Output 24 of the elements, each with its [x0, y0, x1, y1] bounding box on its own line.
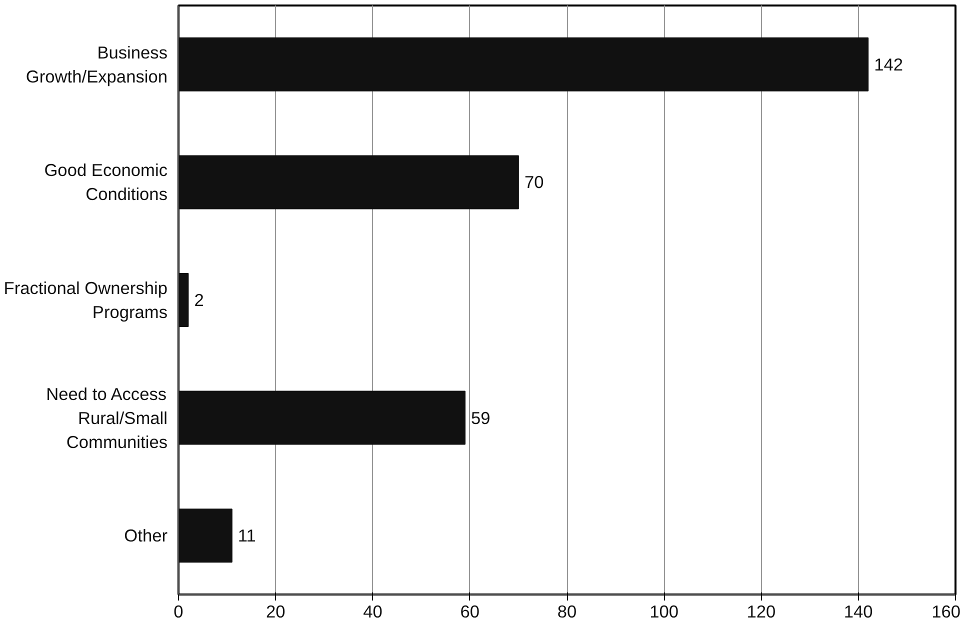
- x-tick-label: 160: [932, 602, 961, 622]
- x-tick-label: 140: [844, 602, 873, 622]
- y-tick-label: Business Growth/Expansion: [26, 42, 168, 86]
- bar: [178, 272, 189, 328]
- data-label: 59: [471, 408, 490, 428]
- x-tick-label: 40: [363, 602, 382, 622]
- x-tick-label: 120: [746, 602, 776, 622]
- x-tick-label: 80: [557, 602, 577, 622]
- data-label: 2: [194, 290, 204, 310]
- data-label: 70: [524, 172, 544, 192]
- data-label: 11: [238, 526, 256, 546]
- x-tick-label: 20: [266, 602, 286, 622]
- bar: [178, 37, 869, 92]
- x-tick-label: 0: [174, 602, 184, 622]
- y-tick-label: Other: [124, 526, 168, 546]
- bar: [178, 390, 466, 445]
- x-tick-label: 100: [650, 602, 679, 622]
- data-label: 142: [874, 54, 904, 74]
- y-tick-label: Good Economic Conditions: [44, 160, 168, 204]
- y-tick-label: Need to Access Rural/Small Communities: [46, 384, 168, 452]
- bar: [178, 155, 519, 210]
- x-tick-label: 60: [460, 602, 480, 622]
- y-tick-label: Fractional Ownership Programs: [4, 278, 168, 322]
- bar: [178, 508, 232, 563]
